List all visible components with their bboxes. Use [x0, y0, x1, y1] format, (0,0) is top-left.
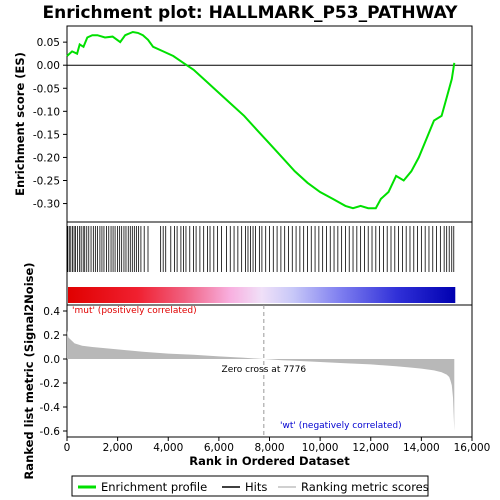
es-panel: 0.05 0.00 -0.05 -0.10 -0.15 -0.20 -0.25 -0.30 E… [13, 25, 473, 223]
metric-plot-frame [66, 304, 473, 438]
metric-y-axis-label: Ranked list metric (Signal2Noise) [22, 262, 36, 479]
metric-panel: Zero cross at 7776 'mut' (positively cor… [22, 262, 490, 479]
es-y-tick-label: -0.10 [33, 106, 60, 118]
metric-y-tick-label: 0.4 [43, 306, 60, 318]
negative-correlation-label: 'wt' (negatively correlated) [280, 421, 402, 431]
legend-label-hits: Hits [245, 480, 267, 494]
metric-y-tick-label: -0.6 [40, 426, 61, 438]
legend-box [71, 475, 429, 497]
metric-y-tick-label: -0.2 [40, 378, 61, 390]
legend-label-enrichment-profile: Enrichment profile [101, 480, 207, 494]
es-y-axis: 0.05 0.00 -0.05 -0.10 -0.15 -0.20 -0.25 -0.30 [33, 37, 67, 211]
es-y-tick-label: 0.00 [37, 60, 60, 72]
es-y-tick-label: -0.20 [33, 152, 60, 164]
es-y-tick-label: -0.15 [33, 129, 60, 141]
es-y-tick-label: -0.30 [33, 199, 60, 211]
gene-hit-marks [67, 226, 455, 272]
es-y-tick-label: -0.05 [33, 83, 60, 95]
es-plot-frame [66, 25, 473, 223]
metric-x-tick-label: 16,000 [454, 442, 491, 454]
metric-x-tick-label: 4,000 [153, 442, 183, 454]
metric-x-tick-label: 0 [64, 442, 71, 454]
es-y-axis-label: Enrichment score (ES) [13, 52, 27, 196]
metric-x-axis: 0 2,000 4,000 6,000 8,000 10,000 12,000 14,000 1… [64, 437, 491, 454]
zero-cross-label: Zero cross at 7776 [222, 365, 307, 375]
metric-x-tick-label: 2,000 [103, 442, 133, 454]
metric-x-tick-label: 8,000 [254, 442, 284, 454]
legend: Enrichment profile Hits Ranking metric s… [71, 475, 429, 497]
es-y-tick-label: 0.05 [37, 37, 60, 49]
hits-panel [66, 221, 473, 306]
metric-y-tick-label: 0.0 [43, 354, 60, 366]
metric-x-tick-label: 12,000 [352, 442, 389, 454]
metric-x-tick-label: 10,000 [302, 442, 339, 454]
positive-correlation-label: 'mut' (positively correlated) [72, 306, 197, 316]
ranking-heat-bar [68, 287, 456, 303]
metric-y-axis: 0.4 0.2 0.0 -0.2 -0.4 -0.6 [40, 306, 67, 438]
ranking-metric-area [67, 330, 455, 431]
enrichment-profile-line [66, 30, 456, 210]
metric-x-tick-label: 14,000 [403, 442, 440, 454]
es-y-tick-label: -0.25 [33, 175, 60, 187]
legend-label-ranking-metric-scores: Ranking metric scores [301, 480, 429, 494]
metric-x-axis-label: Rank in Ordered Dataset [189, 454, 350, 468]
chart-title: Enrichment plot: HALLMARK_P53_PATHWAY [43, 3, 459, 23]
metric-x-tick-label: 6,000 [204, 442, 234, 454]
metric-y-tick-label: 0.2 [43, 330, 60, 342]
metric-y-tick-label: -0.4 [40, 402, 61, 414]
